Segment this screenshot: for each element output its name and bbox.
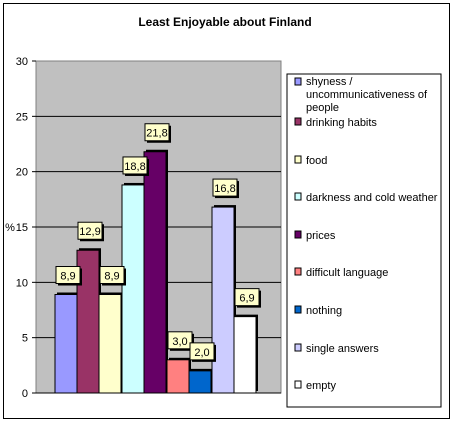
bar: [233, 316, 257, 394]
legend-swatch: [294, 230, 302, 239]
data-label-box: [122, 156, 148, 175]
data-label: 2,0: [194, 347, 209, 359]
legend-label: difficult language: [306, 267, 388, 279]
data-label: 18,8: [124, 161, 145, 173]
y-tick-label: 30: [16, 56, 28, 68]
legend-label: people: [306, 102, 339, 114]
y-tick-label: 0: [22, 388, 28, 400]
legend-label: drinking habits: [306, 117, 377, 129]
data-label: 6,9: [239, 293, 254, 305]
data-label: 21,8: [146, 128, 167, 140]
legend-label: single answers: [306, 343, 379, 355]
legend-swatch: [294, 155, 302, 164]
y-tick-label: 15: [16, 222, 28, 234]
data-label: 8,9: [60, 271, 75, 283]
legend-box: [286, 73, 442, 408]
bar: [54, 294, 78, 394]
legend-label: food: [306, 155, 327, 167]
legend-label: empty: [306, 380, 336, 392]
bar: [188, 370, 212, 394]
data-label-box: [167, 331, 193, 350]
bar: [98, 294, 122, 394]
data-label: 3,0: [172, 336, 187, 348]
chart-title: Least Enjoyable about Finland: [138, 15, 311, 29]
data-label-box: [234, 288, 260, 307]
legend-swatch: [294, 192, 302, 201]
legend-swatch: [294, 380, 302, 389]
data-label-box: [99, 266, 125, 285]
data-label: 12,9: [79, 226, 100, 238]
data-label: 16,8: [214, 183, 235, 195]
bar: [211, 206, 235, 394]
data-label-box: [77, 221, 103, 240]
data-label: 8,9: [104, 271, 119, 283]
y-tick-label: 10: [16, 277, 28, 289]
legend-swatch: [294, 343, 302, 352]
legend-swatch: [294, 305, 302, 314]
legend-label: prices: [306, 230, 336, 242]
legend-label: darkness and cold weather: [306, 192, 438, 204]
legend-swatch: [294, 267, 302, 276]
legend-label: nothing: [306, 305, 342, 317]
legend-label: uncommunicativeness of: [306, 89, 428, 101]
y-tick-label: 25: [16, 111, 28, 123]
y-tick-label: 20: [16, 167, 28, 179]
bar: [143, 151, 167, 394]
legend-swatch: [294, 77, 302, 86]
y-axis-label: %: [5, 222, 15, 234]
y-tick-label: 5: [22, 333, 28, 345]
bar: [166, 359, 190, 394]
legend-swatch: [294, 117, 302, 126]
data-label-box: [55, 266, 81, 285]
bar: [121, 184, 145, 394]
data-label-box: [212, 178, 238, 197]
legend-label: shyness /: [306, 76, 353, 88]
data-label-box: [144, 123, 170, 142]
data-label-box: [189, 342, 215, 361]
